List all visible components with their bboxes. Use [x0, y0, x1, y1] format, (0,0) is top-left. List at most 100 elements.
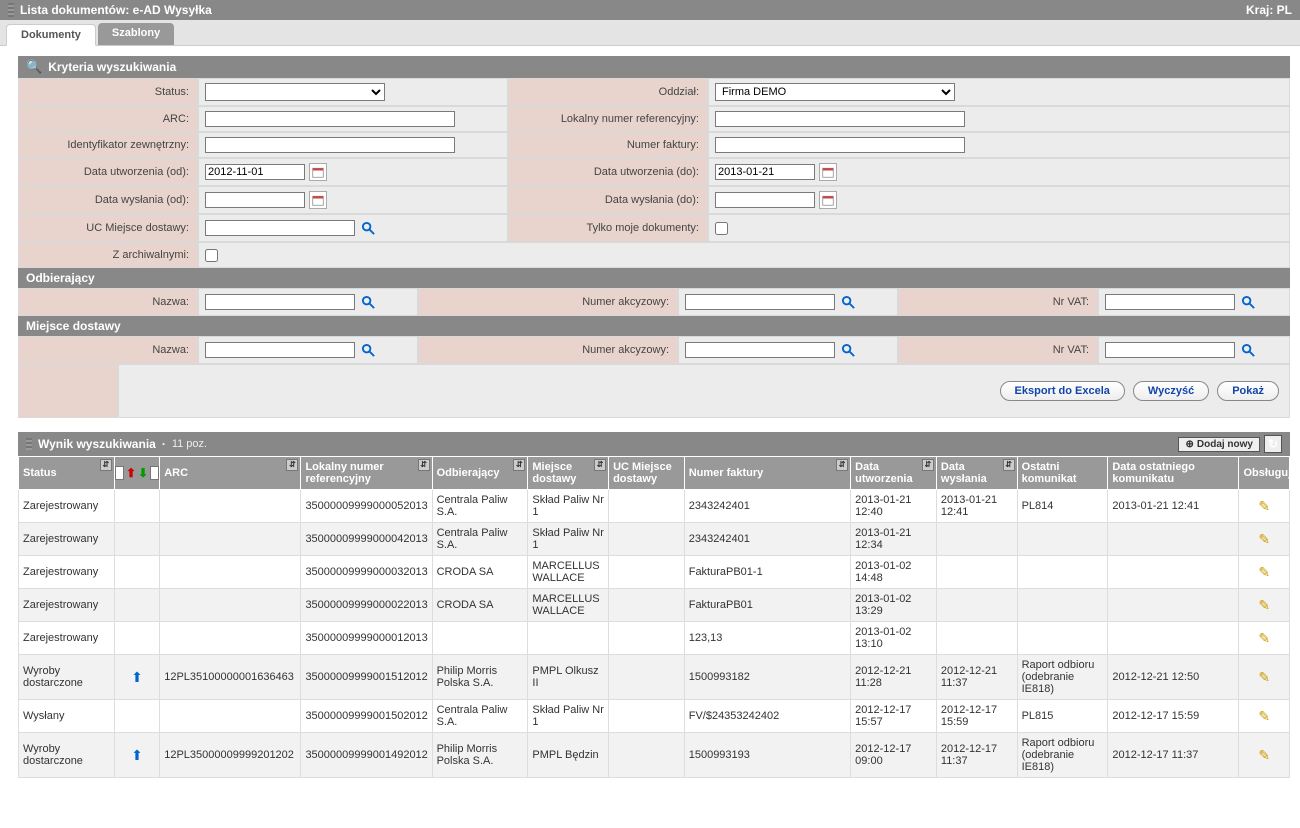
refresh-icon: ↻ [1268, 437, 1278, 451]
edit-icon[interactable]: ✎ [1258, 708, 1270, 724]
sort-icon[interactable]: ⇵ [286, 459, 298, 471]
calendar-icon[interactable] [309, 163, 327, 181]
delivery-vat-label: Nr VAT: [898, 336, 1098, 364]
sent-from-input[interactable] [205, 192, 305, 208]
recipient-vat-input[interactable] [1105, 294, 1235, 310]
column-header-icons[interactable]: ⇵⬆⬇⇵ [114, 457, 159, 490]
column-header-actions[interactable]: Obsługuj [1239, 457, 1290, 490]
recipient-title: Odbierający [26, 271, 95, 285]
refresh-button[interactable]: ↻ [1264, 435, 1282, 453]
tab-templates[interactable]: Szablony [98, 23, 174, 45]
sort-icon[interactable]: ⇵ [1003, 459, 1015, 471]
local-ref-input[interactable] [715, 111, 965, 127]
results-table: Status⇵⇵⬆⬇⇵ARC⇵Lokalny numer referencyjn… [18, 456, 1290, 778]
table-row[interactable]: Zarejestrowany35000009999000032013CRODA … [19, 556, 1290, 589]
search-icon[interactable] [839, 341, 857, 359]
column-header-delivery_place[interactable]: Miejsce dostawy⇵ [528, 457, 609, 490]
recipient-vat-label: Nr VAT: [898, 288, 1098, 316]
edit-icon[interactable]: ✎ [1258, 531, 1270, 547]
table-row[interactable]: Zarejestrowany35000009999000012013123,13… [19, 622, 1290, 655]
sort-icon[interactable]: ⇵ [922, 459, 934, 471]
uc-delivery-label: UC Miejsce dostawy: [18, 214, 198, 242]
search-criteria-title: Kryteria wyszukiwania [48, 60, 176, 74]
sort-icon[interactable]: ⇵ [836, 459, 848, 471]
recipient-excise-input[interactable] [685, 294, 835, 310]
status-select[interactable] [205, 83, 385, 101]
status-cell [198, 78, 508, 106]
delivery-excise-label: Numer akcyzowy: [418, 336, 678, 364]
search-icon[interactable] [839, 293, 857, 311]
branch-select[interactable]: Firma DEMO [715, 83, 955, 101]
add-new-button[interactable]: ⊕ Dodaj nowy [1178, 437, 1260, 452]
edit-icon[interactable]: ✎ [1258, 669, 1270, 685]
created-to-input[interactable] [715, 164, 815, 180]
delivery-excise-input[interactable] [685, 342, 835, 358]
search-icon[interactable] [359, 293, 377, 311]
recipient-header: Odbierający [18, 268, 1290, 288]
column-header-created[interactable]: Data utworzenia⇵ [851, 457, 937, 490]
ext-id-input[interactable] [205, 137, 455, 153]
search-icon[interactable] [359, 341, 377, 359]
table-row[interactable]: Wyroby dostarczone⬆12PL35000009999201202… [19, 733, 1290, 778]
column-header-local_ref[interactable]: Lokalny numer referencyjny⇵ [301, 457, 432, 490]
table-row[interactable]: Zarejestrowany35000009999000042013Centra… [19, 523, 1290, 556]
edit-icon[interactable]: ✎ [1258, 564, 1270, 580]
column-header-arc[interactable]: ARC⇵ [160, 457, 301, 490]
sort-icon[interactable]: ⇵ [100, 459, 112, 471]
created-to-label: Data utworzenia (do): [508, 158, 708, 186]
branch-label: Oddział: [508, 78, 708, 106]
export-excel-button[interactable]: Eksport do Excela [1000, 381, 1125, 401]
search-icon[interactable] [1239, 293, 1257, 311]
sort-icon[interactable]: ⇵ [513, 459, 525, 471]
delivery-name-input[interactable] [205, 342, 355, 358]
only-mine-label: Tylko moje dokumenty: [508, 214, 708, 242]
table-row[interactable]: Zarejestrowany35000009999000022013CRODA … [19, 589, 1290, 622]
calendar-icon[interactable] [819, 163, 837, 181]
column-header-recipient[interactable]: Odbierający⇵ [432, 457, 528, 490]
sent-from-label: Data wysłania (od): [18, 186, 198, 214]
recipient-excise-label: Numer akcyzowy: [418, 288, 678, 316]
calendar-icon[interactable] [819, 191, 837, 209]
uc-delivery-input[interactable] [205, 220, 355, 236]
clear-button[interactable]: Wyczyść [1133, 381, 1209, 401]
with-archive-checkbox[interactable] [205, 249, 218, 262]
sort-icon[interactable]: ⇵ [594, 459, 606, 471]
column-header-invoice[interactable]: Numer faktury⇵ [684, 457, 850, 490]
column-header-sent[interactable]: Data wysłania⇵ [936, 457, 1017, 490]
sort-icon[interactable]: ⇵ [418, 459, 430, 471]
edit-icon[interactable]: ✎ [1258, 498, 1270, 514]
show-button[interactable]: Pokaż [1217, 381, 1279, 401]
arc-input[interactable] [205, 111, 455, 127]
column-header-last_msg_date[interactable]: Data ostatniego komunikatu [1108, 457, 1239, 490]
column-header-last_msg[interactable]: Ostatni komunikat [1017, 457, 1108, 490]
ext-id-label: Identyfikator zewnętrzny: [18, 132, 198, 158]
only-mine-checkbox[interactable] [715, 222, 728, 235]
table-row[interactable]: Wysłany35000009999001502012Centrala Pali… [19, 700, 1290, 733]
grip-icon [8, 3, 14, 17]
invoice-label: Numer faktury: [508, 132, 708, 158]
table-row[interactable]: Zarejestrowany35000009999000052013Centra… [19, 490, 1290, 523]
calendar-icon[interactable] [309, 191, 327, 209]
invoice-input[interactable] [715, 137, 965, 153]
recipient-name-input[interactable] [205, 294, 355, 310]
with-archive-label: Z archiwalnymi: [18, 242, 198, 268]
table-row[interactable]: Wyroby dostarczone⬆12PL35100000001636463… [19, 655, 1290, 700]
edit-icon[interactable]: ✎ [1258, 747, 1270, 763]
delivery-header: Miejsce dostawy [18, 316, 1290, 336]
sent-to-input[interactable] [715, 192, 815, 208]
column-header-uc_delivery[interactable]: UC Miejsce dostawy [609, 457, 685, 490]
tabs: Dokumenty Szablony [0, 20, 1300, 46]
search-icon[interactable] [1239, 341, 1257, 359]
delivery-title: Miejsce dostawy [26, 319, 121, 333]
edit-icon[interactable]: ✎ [1258, 630, 1270, 646]
search-icon[interactable] [359, 219, 377, 237]
tab-documents[interactable]: Dokumenty [6, 24, 96, 46]
edit-icon[interactable]: ✎ [1258, 597, 1270, 613]
column-header-status[interactable]: Status⇵ [19, 457, 115, 490]
created-from-input[interactable] [205, 164, 305, 180]
plus-icon: ⊕ [1185, 439, 1193, 450]
status-label: Status: [18, 78, 198, 106]
page-title: Lista dokumentów: e-AD Wysyłka [20, 3, 212, 17]
delivery-vat-input[interactable] [1105, 342, 1235, 358]
up-arrow-icon: ⬆ [131, 669, 143, 685]
